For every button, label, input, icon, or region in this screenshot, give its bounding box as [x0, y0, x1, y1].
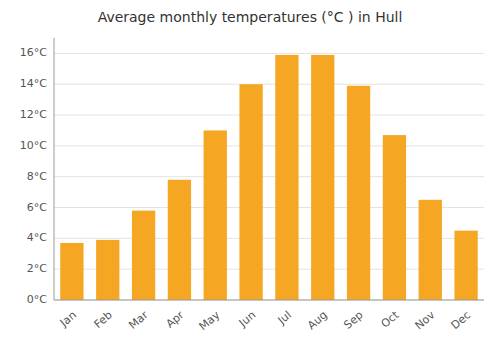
bar	[132, 211, 155, 300]
bars	[60, 55, 477, 300]
bar	[454, 231, 477, 300]
y-tick-label: 10°C	[20, 139, 47, 152]
y-tick-label: 6°C	[27, 201, 47, 214]
grid	[54, 53, 484, 300]
y-axis-line	[54, 38, 55, 300]
chart-container: Average monthly temperatures (°C ) in Hu…	[0, 0, 500, 350]
bar	[419, 200, 442, 300]
bar	[347, 86, 370, 300]
y-tick-label: 16°C	[20, 46, 47, 59]
y-tick-label: 0°C	[27, 293, 47, 306]
x-axis-line	[54, 300, 484, 301]
x-tick-label: Jul	[275, 308, 294, 327]
x-tick-label: Jun	[236, 308, 258, 330]
bar	[60, 243, 83, 300]
y-tick-label: 2°C	[27, 262, 47, 275]
y-tick-label: 8°C	[27, 170, 47, 183]
bar	[275, 55, 298, 300]
chart: Average monthly temperatures (°C ) in Hu…	[0, 0, 500, 350]
x-tick-label: Nov	[413, 308, 438, 332]
bar	[204, 130, 227, 300]
x-tick-label: Jan	[57, 308, 79, 330]
grid-line	[54, 176, 484, 177]
grid-line	[54, 84, 484, 85]
x-tick-label: Aug	[305, 308, 330, 332]
x-tick-label: Apr	[164, 308, 187, 330]
y-tick-label: 14°C	[20, 77, 47, 90]
x-tick-label: Feb	[92, 308, 115, 330]
y-tick-label: 4°C	[27, 231, 47, 244]
grid-line	[54, 115, 484, 116]
bar	[383, 135, 406, 300]
x-tick-label: Dec	[448, 308, 473, 332]
page: {"chart_data": {"type": "bar", "title": …	[0, 0, 500, 350]
title: Average monthly temperatures (°C ) in Hu…	[98, 9, 403, 25]
x-tick-label: Mar	[126, 308, 151, 332]
y-axis-ticks: 0°C 2°C 4°C 6°C 8°C 10°C 12°C 14°C 16°C	[20, 46, 47, 306]
grid-line	[54, 300, 484, 301]
grid-line	[54, 53, 484, 54]
x-tick-label: May	[197, 308, 223, 333]
x-tick-label: Sep	[341, 308, 365, 331]
bar	[239, 84, 262, 300]
x-tick-label: Oct	[379, 308, 402, 331]
y-tick-label: 12°C	[20, 108, 47, 121]
grid-line	[54, 145, 484, 146]
bar	[311, 55, 334, 300]
bar	[96, 240, 119, 300]
x-axis-ticks: Jan Feb Mar Apr May Jun Jul Aug Sep Oct Nov Dec	[57, 308, 473, 333]
bar	[168, 180, 191, 300]
